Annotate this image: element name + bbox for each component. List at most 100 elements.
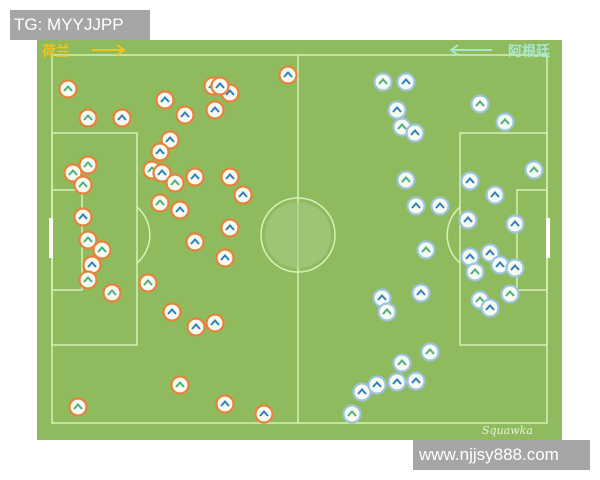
chevron-up-icon bbox=[175, 380, 185, 388]
chevron-up-icon bbox=[191, 322, 201, 330]
watermark-bottom: www.njjsy888.com bbox=[413, 440, 590, 470]
right-team-player-marker bbox=[392, 353, 412, 373]
chevron-up-icon bbox=[210, 318, 220, 326]
left-goal-area bbox=[51, 189, 83, 291]
chevron-up-icon bbox=[180, 110, 190, 118]
right-team-player-marker bbox=[460, 247, 480, 267]
chevron-up-icon bbox=[83, 235, 93, 243]
chevron-up-icon bbox=[83, 160, 93, 168]
chevron-up-icon bbox=[215, 81, 225, 89]
left-team-player-marker bbox=[78, 230, 98, 250]
chevron-up-icon bbox=[107, 288, 117, 296]
left-team-player-marker bbox=[92, 240, 112, 260]
chevron-up-icon bbox=[347, 409, 357, 417]
right-team-player-marker bbox=[480, 298, 500, 318]
right-goal bbox=[546, 218, 550, 258]
right-team-player-marker bbox=[458, 210, 478, 230]
right-team-player-marker bbox=[420, 342, 440, 362]
left-team-player-marker bbox=[150, 142, 170, 162]
chevron-up-icon bbox=[73, 402, 83, 410]
left-team-player-marker bbox=[205, 313, 225, 333]
left-team-player-marker bbox=[73, 207, 93, 227]
right-team-player-marker bbox=[342, 404, 362, 424]
left-team-player-marker bbox=[63, 163, 83, 183]
chevron-up-icon bbox=[495, 260, 505, 268]
right-team-player-marker bbox=[377, 302, 397, 322]
right-team-player-marker bbox=[505, 258, 525, 278]
left-team-player-marker bbox=[185, 232, 205, 252]
left-team-player-marker bbox=[215, 248, 235, 268]
left-team-player-marker bbox=[233, 185, 253, 205]
left-team-player-marker bbox=[185, 167, 205, 187]
chevron-up-icon bbox=[238, 190, 248, 198]
chevron-up-icon bbox=[167, 307, 177, 315]
left-team-player-marker bbox=[220, 218, 240, 238]
left-team-player-marker bbox=[170, 200, 190, 220]
right-team-player-marker bbox=[505, 214, 525, 234]
left-team-player-marker bbox=[165, 173, 185, 193]
chevron-up-icon bbox=[397, 358, 407, 366]
chevron-up-icon bbox=[465, 252, 475, 260]
chevron-up-icon bbox=[220, 399, 230, 407]
chevron-up-icon bbox=[490, 190, 500, 198]
left-team-player-marker bbox=[170, 375, 190, 395]
chevron-up-icon bbox=[470, 267, 480, 275]
chevron-up-icon bbox=[117, 113, 127, 121]
chevron-up-icon bbox=[475, 99, 485, 107]
right-team-player-marker bbox=[367, 375, 387, 395]
right-team-player-marker bbox=[373, 72, 393, 92]
right-team-player-marker bbox=[387, 372, 407, 392]
chevron-up-icon bbox=[401, 77, 411, 85]
chevron-up-icon bbox=[87, 260, 97, 268]
chevron-up-icon bbox=[465, 176, 475, 184]
left-team-player-marker bbox=[254, 404, 274, 424]
right-penalty-arc bbox=[446, 206, 461, 264]
center-circle bbox=[260, 197, 336, 273]
chevron-up-icon bbox=[225, 223, 235, 231]
chevron-up-icon bbox=[500, 117, 510, 125]
right-team-player-marker bbox=[406, 371, 426, 391]
right-team-player-marker bbox=[430, 196, 450, 216]
left-team-player-marker bbox=[175, 105, 195, 125]
left-team-player-marker bbox=[278, 65, 298, 85]
chevron-up-icon bbox=[421, 245, 431, 253]
chevron-up-icon bbox=[416, 288, 426, 296]
left-team-player-marker bbox=[68, 397, 88, 417]
left-team-player-marker bbox=[138, 273, 158, 293]
chevron-up-icon bbox=[485, 248, 495, 256]
right-team-player-marker bbox=[396, 170, 416, 190]
chevron-up-icon bbox=[392, 105, 402, 113]
chevron-up-icon bbox=[435, 201, 445, 209]
left-team-player-marker bbox=[152, 163, 172, 183]
chevron-up-icon bbox=[529, 165, 539, 173]
chevron-up-icon bbox=[160, 95, 170, 103]
pitch-lines bbox=[49, 44, 550, 424]
left-team-player-marker bbox=[73, 175, 93, 195]
left-team-player-marker bbox=[58, 79, 78, 99]
chevron-up-icon bbox=[83, 275, 93, 283]
left-team-player-marker bbox=[220, 167, 240, 187]
brand-logo: Squawka bbox=[482, 424, 533, 437]
chevron-up-icon bbox=[411, 201, 421, 209]
left-penalty-arc bbox=[136, 206, 151, 264]
right-team-player-marker bbox=[500, 284, 520, 304]
chevron-up-icon bbox=[170, 178, 180, 186]
chevron-up-icon bbox=[411, 376, 421, 384]
chevron-up-icon bbox=[283, 70, 293, 78]
left-team-player-marker bbox=[150, 193, 170, 213]
left-team-player-marker bbox=[78, 270, 98, 290]
chevron-up-icon bbox=[463, 215, 473, 223]
chevron-up-icon bbox=[401, 175, 411, 183]
chevron-up-icon bbox=[485, 303, 495, 311]
left-team-player-marker bbox=[112, 108, 132, 128]
right-team-player-marker bbox=[480, 243, 500, 263]
team-left-label: 荷兰 bbox=[42, 44, 70, 60]
left-team-player-marker bbox=[155, 90, 175, 110]
chevron-up-icon bbox=[378, 77, 388, 85]
chevron-up-icon bbox=[157, 168, 167, 176]
left-team-player-marker bbox=[186, 317, 206, 337]
chevron-up-icon bbox=[220, 253, 230, 261]
chevron-up-icon bbox=[225, 88, 235, 96]
chevron-up-icon bbox=[382, 307, 392, 315]
right-team-player-marker bbox=[470, 94, 490, 114]
